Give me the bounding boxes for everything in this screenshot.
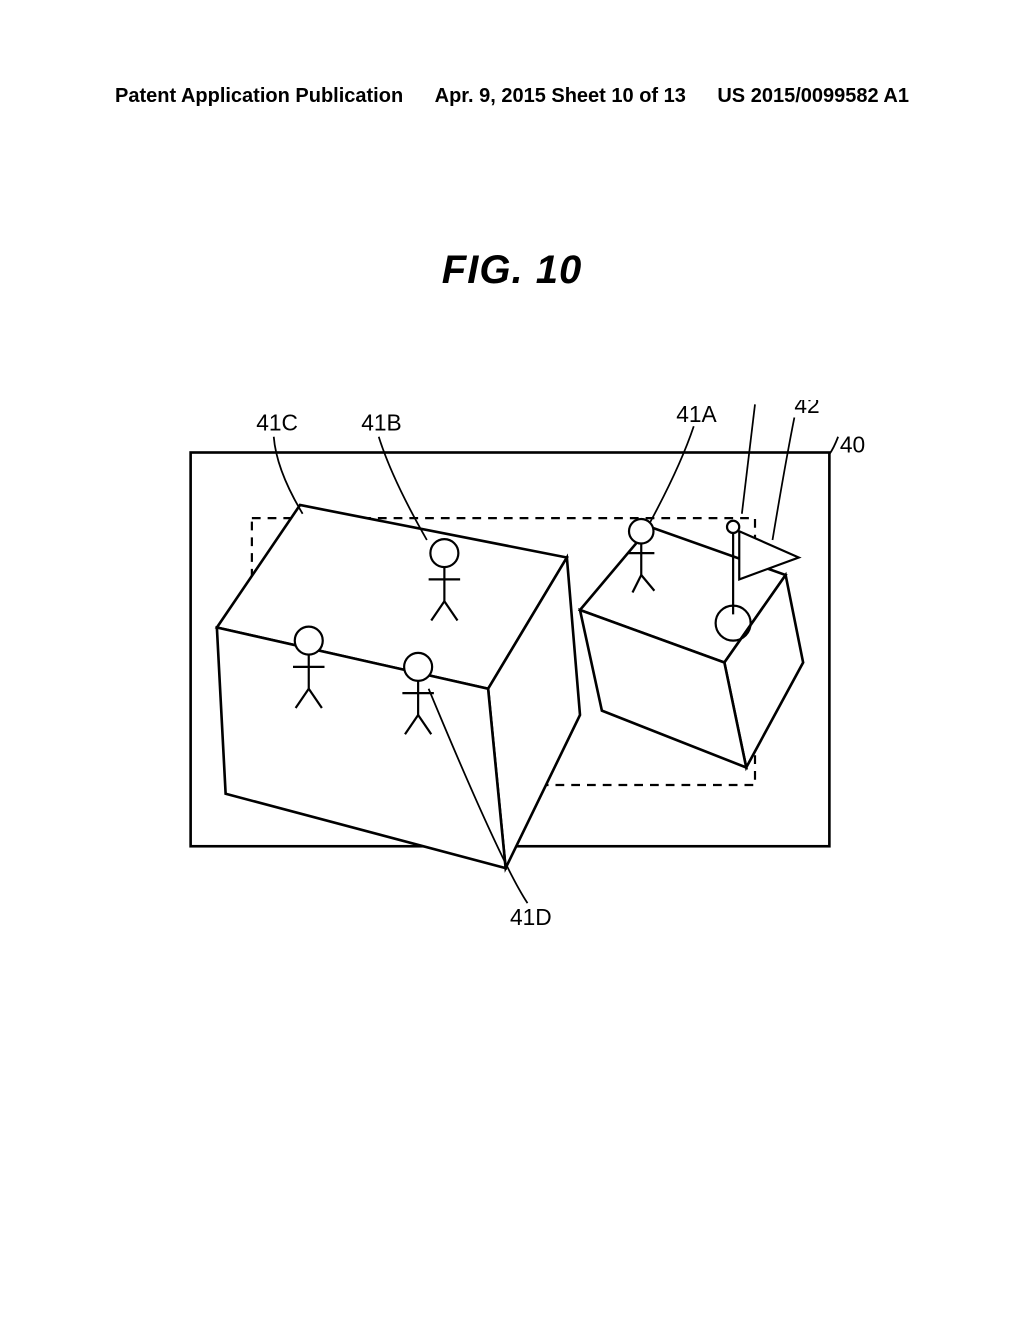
label-41b: 41B: [361, 410, 401, 436]
label-42: 42: [794, 400, 819, 418]
header-right: US 2015/0099582 A1: [717, 85, 909, 108]
figure-title: FIG. 10: [442, 248, 582, 293]
header-center: Apr. 9, 2015 Sheet 10 of 13: [435, 85, 686, 108]
figure-svg: 41C 41B 41A 45 42 40 41D: [115, 400, 905, 960]
large-cube: [217, 505, 580, 868]
label-41d: 41D: [510, 904, 552, 930]
page-header: Patent Application Publication Apr. 9, 2…: [0, 85, 1024, 108]
figure-container: 41C 41B 41A 45 42 40 41D: [115, 400, 905, 960]
header-left: Patent Application Publication: [115, 85, 403, 108]
label-41a: 41A: [676, 401, 717, 427]
label-41c: 41C: [256, 410, 298, 436]
label-40: 40: [840, 432, 865, 458]
label-45: 45: [742, 400, 767, 405]
